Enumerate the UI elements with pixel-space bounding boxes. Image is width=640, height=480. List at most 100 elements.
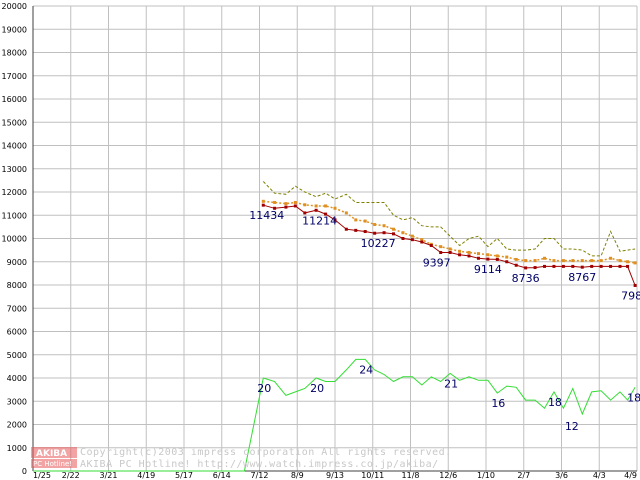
series-point-2 [429,243,433,247]
chart-grid [32,5,638,472]
series-point-1 [448,247,452,251]
x-tick-label: 1/10 [477,471,495,480]
data-label: 16 [491,397,505,410]
series-point-1 [401,231,405,235]
series-point-2 [261,203,265,207]
series-point-2 [633,283,637,287]
series-point-1 [439,245,443,249]
series-point-2 [505,260,509,264]
data-labels: 11434 11214 10227 9397 9114 8736 8767 7980 20 20 2… [249,209,640,433]
x-tick-label: 5/17 [175,471,193,480]
y-tick-label: 12000 [2,188,27,197]
series-point-1 [580,259,584,263]
series-point-2 [467,254,471,258]
series-point-2 [448,250,452,254]
y-tick-label: 11000 [2,211,27,220]
series-point-2 [561,264,565,268]
data-label: 18 [548,396,562,409]
series-point-2 [333,218,337,222]
y-tick-label: 0 [22,467,27,476]
x-tick-label: 11/8 [402,471,420,480]
y-tick-label: 16000 [2,95,27,104]
series-point-1 [486,253,490,257]
logo-subtitle: PC Hotline! [33,460,72,468]
y-tick-label: 6000 [7,328,27,337]
series-point-1 [590,259,594,263]
series-point-2 [439,251,443,255]
series-point-2 [392,232,396,236]
watermark: AKIBA PC Hotline! Copyright(c)2003 impre… [31,447,452,470]
series-point-1 [363,219,367,223]
series-point-1 [261,199,265,203]
hotline-url-text: AKIBA PC Hotline! http://www.watch.impre… [80,459,439,470]
akiba-logo: AKIBA PC Hotline! [31,447,77,468]
series-point-1 [344,211,348,215]
data-label: 10227 [361,237,396,250]
y-tick-label: 10000 [2,235,27,244]
series-point-1 [293,200,297,204]
series-point-1 [561,259,565,263]
x-tick-label: 3/6 [555,471,568,480]
data-label: 8767 [568,271,596,284]
series-point-2 [420,240,424,244]
y-tick-label: 19000 [2,25,27,34]
logo-title: AKIBA [36,449,67,459]
series-point-2 [354,228,358,232]
series-point-1 [571,259,575,263]
x-tick-label: 3/21 [100,471,118,480]
copyright-text: Copyright(c)2003 impress corporation All… [80,447,452,458]
x-tick-label: 9/13 [326,471,344,480]
series-point-1 [599,259,603,263]
data-label: 21 [444,377,458,390]
x-tick-label: 4/3 [593,471,606,480]
data-label: 18 [627,391,640,404]
series-point-2 [476,256,480,260]
series-point-2 [495,257,499,261]
x-tick-label: 4/19 [137,471,155,480]
series-point-2 [571,264,575,268]
x-tick-label: 10/11 [361,471,384,480]
data-label: 24 [359,363,373,376]
series-point-1 [382,224,386,228]
series-point-2 [543,264,547,268]
series-point-2 [303,211,307,215]
data-label: 20 [257,382,271,395]
series-point-2 [599,264,603,268]
series-point-1 [609,256,613,260]
series-point-2 [273,206,277,210]
x-tick-label: 12/6 [439,471,457,480]
y-tick-label: 2000 [7,421,27,430]
series-point-2 [363,230,367,234]
series-point-2 [580,265,584,269]
x-tick-label: 2/7 [517,471,530,480]
x-tick-label: 6/14 [213,471,231,480]
x-axis-ticks: 1/25 2/22 3/21 4/19 5/17 6/14 7/12 8/9 9/13 10/11… [33,471,637,480]
y-tick-label: 18000 [2,49,27,58]
y-axis-ticks: 0 1000 2000 3000 4000 5000 6000 7000 8000 9000 100… [2,2,27,476]
series-point-2 [626,264,630,268]
data-label: 11434 [249,209,284,222]
series-point-1 [533,259,537,263]
data-label: 7980 [621,289,640,302]
series-point-1 [373,223,377,227]
series-point-1 [354,218,358,222]
y-tick-label: 17000 [2,72,27,81]
chart-series [33,181,637,472]
series-point-1 [543,256,547,260]
series-point-2 [524,266,528,270]
y-tick-label: 15000 [2,118,27,127]
y-tick-label: 20000 [2,2,27,11]
x-tick-label: 4/9 [624,471,637,480]
series-point-2 [293,204,297,208]
x-tick-label: 1/25 [33,471,51,480]
series-point-2 [314,208,318,212]
series-point-1 [476,252,480,256]
series-line-2 [263,204,636,286]
series-point-2 [458,253,462,257]
series-point-2 [284,205,288,209]
y-tick-label: 4000 [7,374,27,383]
series-point-2 [486,257,490,261]
series-point-1 [392,227,396,231]
data-label: 9114 [474,263,502,276]
logo-sub-box [31,459,77,468]
